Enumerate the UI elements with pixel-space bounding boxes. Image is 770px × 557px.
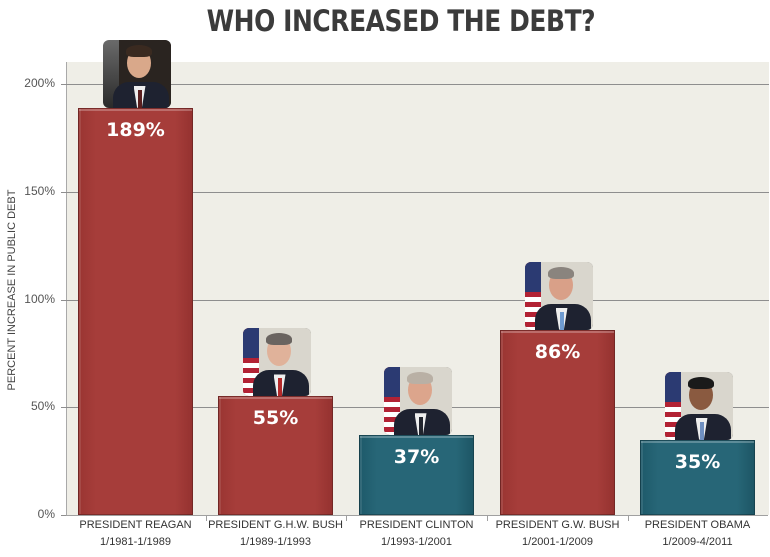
y-tick-label: 0% (37, 507, 55, 521)
bar-gw-bush: 86% (500, 329, 615, 515)
bar-value-label: 55% (252, 407, 299, 430)
bar-reagan: 189% (78, 107, 193, 515)
y-tick-mark (61, 407, 67, 409)
x-tick-mark (205, 515, 207, 521)
x-category-label: PRESIDENT G.W. BUSH 1/2001-1/2009 (488, 517, 628, 551)
president-name: PRESIDENT CLINTON (359, 519, 474, 531)
chart-title: WHO INCREASED THE DEBT? (206, 4, 596, 38)
gridline (67, 191, 769, 193)
gw-bush-portrait (524, 261, 593, 330)
reagan-portrait (102, 39, 171, 108)
y-tick-mark (61, 84, 67, 85)
gridline (67, 299, 769, 301)
president-name: PRESIDENT OBAMA (644, 519, 751, 531)
x-axis-line (66, 515, 768, 516)
term-dates: 1/1993-1/2001 (381, 536, 452, 548)
term-dates: 1/1989-1/1993 (240, 536, 311, 548)
bar-ghw-bush: 55% (218, 396, 333, 515)
y-tick-label: 100% (24, 291, 55, 306)
clinton-portrait (383, 367, 452, 436)
y-tick-label: 200% (24, 76, 55, 90)
flag-icon (524, 261, 541, 330)
gridline (67, 84, 769, 85)
y-tick-label: 150% (24, 183, 55, 198)
bar-clinton: 37% (359, 435, 474, 515)
bar-value-label: 37% (393, 446, 440, 469)
president-name: PRESIDENT G.W. BUSH (495, 519, 620, 531)
x-category-label: PRESIDENT G.H.W. BUSH 1/1989-1/1993 (206, 517, 346, 551)
x-tick-mark (627, 515, 629, 521)
x-tick-mark (346, 515, 347, 521)
y-axis-title: PERCENT INCREASE IN PUBLIC DEBT (6, 189, 18, 391)
ghw-bush-portrait (242, 328, 311, 397)
y-tick-mark (61, 191, 67, 193)
x-tick-mark (487, 515, 488, 521)
bar-value-label: 35% (674, 450, 721, 473)
x-category-label: PRESIDENT REAGAN 1/1981-1/1989 (66, 517, 206, 551)
obama-portrait (664, 371, 733, 440)
x-category-label: PRESIDENT OBAMA 1/2009-4/2011 (628, 517, 768, 551)
y-tick-mark (61, 515, 67, 516)
bar-value-label: 189% (106, 118, 165, 141)
president-name: PRESIDENT G.H.W. BUSH (208, 519, 343, 531)
bar-obama: 35% (640, 439, 755, 515)
x-category-label: PRESIDENT CLINTON 1/1993-1/2001 (347, 517, 487, 551)
y-tick-label: 50% (30, 399, 55, 414)
y-tick-mark (61, 299, 67, 301)
term-dates: 1/2001-1/2009 (522, 536, 593, 548)
term-dates: 1/2009-4/2011 (662, 536, 733, 548)
president-name: PRESIDENT REAGAN (79, 519, 192, 531)
bar-value-label: 86% (534, 340, 581, 363)
term-dates: 1/1981-1/1989 (100, 536, 171, 548)
